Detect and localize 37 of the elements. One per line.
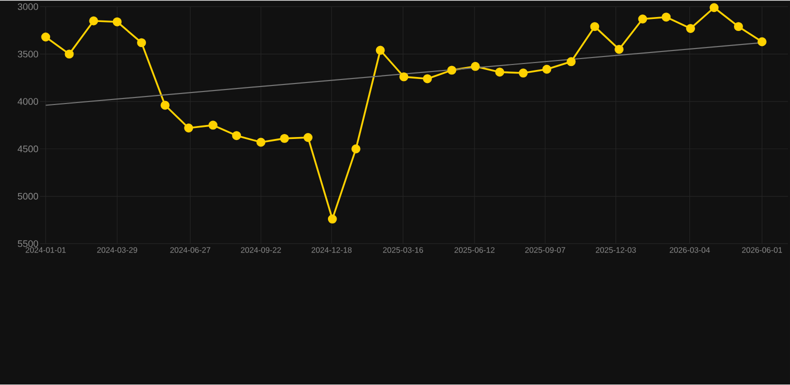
point [710, 3, 719, 12]
point [542, 64, 552, 74]
point [351, 144, 360, 154]
y-tick-label: 3000 [18, 3, 38, 10]
point [638, 14, 648, 24]
point [447, 66, 456, 75]
point [112, 18, 122, 26]
y-tick-label: 4000 [18, 98, 38, 105]
point [734, 22, 743, 32]
point [89, 16, 98, 26]
y-tick-label: 3500 [18, 50, 38, 58]
point [614, 45, 624, 54]
point [304, 133, 313, 142]
point [758, 37, 767, 46]
point [41, 32, 50, 42]
point [256, 138, 266, 147]
point [566, 57, 576, 66]
point [64, 50, 74, 59]
point [328, 214, 337, 224]
y-tick-label: 4500 [18, 146, 38, 152]
point [470, 62, 480, 72]
point [232, 131, 242, 140]
point [137, 38, 146, 48]
y-tick-label: 5000 [18, 193, 38, 200]
point [208, 120, 218, 130]
point [399, 72, 408, 82]
y-tick-label: 5500 [18, 240, 38, 248]
point [280, 134, 289, 144]
point [376, 46, 385, 55]
point [422, 74, 432, 84]
point [518, 68, 528, 78]
point [184, 124, 194, 133]
point [686, 24, 696, 34]
point [160, 100, 170, 110]
point [662, 12, 671, 22]
point [495, 68, 504, 77]
point [590, 22, 600, 32]
